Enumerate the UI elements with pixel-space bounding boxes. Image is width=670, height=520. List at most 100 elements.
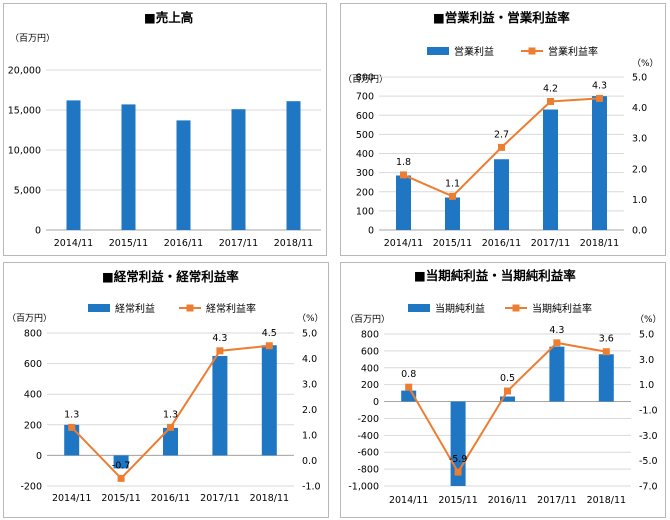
bar-5 [592, 96, 607, 230]
bar-1 [401, 390, 417, 402]
bar-2 [121, 104, 136, 230]
y-tick-label: 0 [35, 226, 41, 237]
y2-tick-label: 0.0 [632, 226, 647, 237]
bar-1 [396, 175, 411, 230]
y-tick-label: -200 [20, 482, 42, 493]
x-tick-label: 2016/11 [151, 493, 190, 504]
data-label: 1.3 [64, 409, 79, 420]
y2-tick-label: -3.0 [639, 431, 658, 442]
data-label: -5.9 [449, 454, 468, 465]
y-tick-label: 200 [356, 187, 374, 198]
x-tick-label: 2015/11 [109, 238, 148, 249]
margin-point-4 [216, 347, 224, 355]
y-tick-label: 0 [373, 397, 379, 408]
margin-point-4 [553, 339, 561, 347]
margin-point-5 [602, 348, 610, 356]
data-label: 4.2 [543, 83, 558, 94]
x-tick-label: 2016/11 [164, 238, 203, 249]
bar-4 [231, 109, 246, 230]
bar-5 [598, 354, 614, 402]
legend-bar-swatch [427, 47, 449, 55]
x-tick-label: 2014/11 [384, 238, 423, 249]
bar-4 [212, 355, 228, 456]
y2-tick-label: -7.0 [639, 482, 658, 493]
x-tick-label: 2015/11 [433, 238, 472, 249]
y2-tick-label: 0.0 [302, 456, 317, 467]
chart-svg: ■営業利益・営業利益率 （百万円） （%） 0 100 200 300 400 500 600 70… [343, 10, 659, 249]
x-tick-label: 2018/11 [250, 493, 289, 504]
chart-title: ■営業利益・営業利益率 [433, 10, 570, 25]
x-tick-label: 2014/11 [52, 493, 91, 504]
margin-point-2 [449, 192, 456, 200]
chart-svg: ■経常利益・経常利益率 （百万円） （%） -200 0 200 400 600 800 -1.0… [7, 269, 324, 504]
data-label: 3.6 [599, 334, 614, 345]
y2-tick-label: -1.0 [302, 482, 321, 493]
left-axis-unit: （百万円） [10, 33, 55, 44]
legend-bar-label: 営業利益 [454, 45, 494, 58]
y-tick-label: 5,000 [14, 186, 41, 197]
y2-tick-label: 1.0 [632, 195, 647, 206]
y-tick-label: 800 [356, 73, 374, 84]
legend-line-label: 経常利益率 [206, 302, 256, 315]
legend-bar-label: 経常利益 [115, 302, 155, 315]
y2-tick-label: -1.0 [639, 406, 658, 417]
bar-2 [113, 455, 129, 469]
y-tick-label: -1,000 [348, 482, 379, 493]
y-tick-label: 800 [24, 329, 42, 340]
bar-3 [500, 396, 515, 402]
y2-tick-label: 3.0 [632, 134, 647, 145]
chart-svg: ■売上高 （百万円） 0 5,000 10,000 15,000 20,000 2014/11… [8, 10, 321, 249]
chart-panel-sales: ■売上高 （百万円） 0 5,000 10,000 15,000 20,000 2014/11… [3, 3, 327, 256]
y2-tick-label: 5.0 [632, 73, 647, 84]
y2-tick-label: 1.0 [639, 380, 654, 391]
y-tick-label: 200 [361, 380, 379, 391]
y-tick-label: 10,000 [8, 146, 41, 157]
y-tick-label: 100 [356, 206, 374, 217]
y-tick-label: 0 [36, 451, 42, 462]
y-tick-label: 15,000 [8, 106, 41, 117]
right-axis-unit: （%） [635, 314, 662, 325]
margin-point-3 [167, 423, 174, 431]
y-tick-label: 400 [24, 390, 42, 401]
legend-line-marker [512, 304, 520, 312]
data-label: 4.5 [262, 328, 277, 339]
y-tick-label: 500 [356, 130, 374, 141]
y-tick-label: 600 [356, 111, 374, 122]
y-tick-label: -400 [357, 431, 379, 442]
y2-tick-label: 2.0 [302, 405, 317, 416]
data-label: 0.8 [401, 369, 416, 380]
bar-5 [261, 345, 277, 456]
left-axis-unit: （百万円） [345, 314, 390, 325]
y-tick-label: 700 [356, 92, 374, 103]
margin-point-5 [596, 94, 603, 102]
x-tick-label: 2017/11 [219, 238, 258, 249]
legend-line-marker [186, 304, 194, 312]
x-tick-label: 2018/11 [274, 238, 313, 249]
data-label: 1.3 [163, 409, 178, 420]
y-tick-label: 20,000 [8, 66, 41, 77]
legend-bar-swatch [88, 304, 110, 312]
x-tick-label: 2018/11 [587, 495, 626, 506]
right-axis-unit: （%） [632, 58, 659, 69]
data-label: -0.7 [112, 460, 131, 471]
bar-3 [176, 120, 191, 230]
y-tick-label: 600 [24, 359, 42, 370]
y-tick-label: 200 [24, 420, 42, 431]
y-tick-label: 0 [368, 226, 374, 237]
chart-title: ■経常利益・経常利益率 [102, 269, 239, 284]
chart-title: ■当期純利益・当期純利益率 [414, 268, 576, 283]
x-tick-label: 2017/11 [200, 493, 239, 504]
legend-line-label: 当期純利益率 [532, 302, 592, 315]
y2-tick-label: 1.0 [302, 431, 317, 442]
margin-point-2 [454, 468, 462, 476]
y-tick-label: 600 [361, 346, 379, 357]
chart-panel-ordinary-profit: ■経常利益・経常利益率 （百万円） （%） -200 0 200 400 600 800 -1.0… [3, 262, 329, 518]
y2-tick-label: -5.0 [639, 456, 658, 467]
margin-point-1 [400, 171, 407, 179]
margin-point-1 [405, 383, 413, 391]
y-tick-label: -600 [357, 448, 379, 459]
x-tick-label: 2016/11 [482, 238, 521, 249]
y2-tick-label: 3.0 [639, 355, 654, 366]
margin-point-4 [547, 97, 554, 105]
bar-4 [543, 109, 558, 230]
